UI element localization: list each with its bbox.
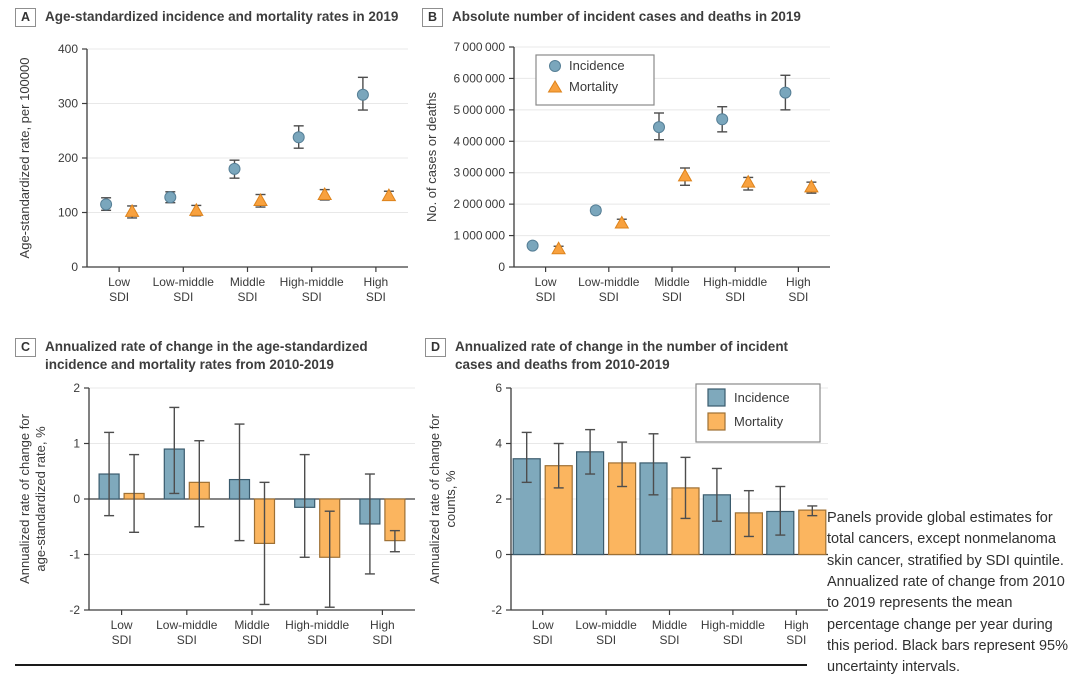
svg-text:SDI: SDI — [242, 633, 262, 647]
svg-text:100: 100 — [58, 206, 78, 220]
panel-c: C Annualized rate of change in the age-s… — [15, 338, 425, 662]
svg-text:counts, %: counts, % — [443, 470, 458, 528]
panel-b-label: B — [422, 8, 444, 27]
panel-b-title: Absolute number of incident cases and de… — [452, 9, 801, 24]
panel-d: D Annualized rate of change in the numbe… — [425, 338, 840, 662]
svg-text:SDI: SDI — [112, 633, 132, 647]
svg-text:High-middle: High-middle — [701, 618, 765, 632]
panel-d-title: Annualized rate of change in the number … — [455, 339, 789, 372]
svg-text:Low-middle: Low-middle — [156, 618, 218, 632]
svg-text:Mortality: Mortality — [734, 414, 784, 429]
svg-text:Annualized rate of change for: Annualized rate of change for — [427, 413, 442, 584]
panel-d-header: D Annualized rate of change in the numbe… — [425, 338, 840, 374]
svg-text:Low: Low — [535, 275, 557, 289]
panel-a: A Age-standardized incidence and mortali… — [15, 8, 420, 315]
panel-d-label: D — [425, 338, 447, 357]
svg-text:4 000 000: 4 000 000 — [453, 134, 505, 148]
svg-text:6: 6 — [495, 381, 502, 395]
svg-text:3 000 000: 3 000 000 — [453, 166, 505, 180]
svg-text:7 000 000: 7 000 000 — [453, 40, 505, 54]
svg-text:400: 400 — [58, 42, 78, 56]
svg-text:1 000 000: 1 000 000 — [453, 229, 505, 243]
svg-text:0: 0 — [71, 260, 78, 274]
panel-b: B Absolute number of incident cases and … — [422, 8, 840, 315]
panel-b-header: B Absolute number of incident cases and … — [422, 8, 840, 27]
svg-text:SDI: SDI — [302, 290, 322, 304]
svg-text:High-middle: High-middle — [703, 275, 767, 289]
svg-text:SDI: SDI — [372, 633, 392, 647]
panel-c-chart: -2-1012LowSDILow-middleSDIMiddleSDIHigh-… — [17, 381, 415, 647]
svg-text:Age-standardized rate, per 100: Age-standardized rate, per 100000 — [17, 58, 32, 259]
svg-text:Low-middle: Low-middle — [578, 275, 640, 289]
svg-text:Incidence: Incidence — [569, 58, 625, 73]
svg-text:SDI: SDI — [659, 633, 679, 647]
svg-text:6 000 000: 6 000 000 — [453, 71, 505, 85]
svg-text:SDI: SDI — [596, 633, 616, 647]
svg-text:age-standardized rate, %: age-standardized rate, % — [33, 426, 48, 572]
panel-a-label: A — [15, 8, 37, 27]
svg-text:1: 1 — [73, 436, 80, 450]
bottom-rule — [15, 664, 807, 666]
svg-text:High: High — [786, 275, 811, 289]
svg-text:Low-middle: Low-middle — [575, 618, 637, 632]
svg-text:300: 300 — [58, 97, 78, 111]
panel-a-title: Age-standardized incidence and mortality… — [45, 9, 399, 24]
svg-text:SDI: SDI — [109, 290, 129, 304]
svg-text:0: 0 — [73, 492, 80, 506]
panel-c-header: C Annualized rate of change in the age-s… — [15, 338, 425, 374]
svg-text:200: 200 — [58, 151, 78, 165]
svg-text:Middle: Middle — [654, 275, 690, 289]
svg-text:4: 4 — [495, 436, 502, 450]
svg-text:High-middle: High-middle — [280, 275, 344, 289]
svg-text:Middle: Middle — [234, 618, 270, 632]
svg-text:2: 2 — [73, 381, 80, 395]
svg-text:SDI: SDI — [786, 633, 806, 647]
svg-text:SDI: SDI — [662, 290, 682, 304]
svg-text:SDI: SDI — [237, 290, 257, 304]
svg-text:Mortality: Mortality — [569, 79, 619, 94]
panel-c-title: Annualized rate of change in the age-sta… — [45, 339, 368, 372]
panel-c-label: C — [15, 338, 37, 357]
svg-text:SDI: SDI — [173, 290, 193, 304]
panel-a-chart: 0100200300400LowSDILow-middleSDIMiddleSD… — [17, 42, 408, 304]
panel-d-chart: -20246LowSDILow-middleSDIMiddleSDIHigh-m… — [427, 381, 828, 647]
svg-text:Middle: Middle — [230, 275, 266, 289]
svg-text:Low: Low — [111, 618, 133, 632]
svg-text:High: High — [370, 618, 395, 632]
svg-text:Incidence: Incidence — [734, 390, 790, 405]
svg-text:SDI: SDI — [536, 290, 556, 304]
svg-text:-2: -2 — [491, 603, 502, 617]
svg-text:SDI: SDI — [177, 633, 197, 647]
panel-b-chart: 0 1 000 000 2 000 000 3 000 000 4 000 000 5 0… — [424, 40, 830, 304]
svg-text:SDI: SDI — [788, 290, 808, 304]
svg-text:Low: Low — [108, 275, 130, 289]
svg-text:-1: -1 — [69, 547, 80, 561]
svg-text:SDI: SDI — [599, 290, 619, 304]
svg-text:5 000 000: 5 000 000 — [453, 103, 505, 117]
svg-text:High-middle: High-middle — [285, 618, 349, 632]
svg-text:-2: -2 — [69, 603, 80, 617]
svg-text:Middle: Middle — [652, 618, 688, 632]
svg-text:Annualized rate of change for: Annualized rate of change for — [17, 413, 32, 584]
svg-text:SDI: SDI — [725, 290, 745, 304]
svg-text:SDI: SDI — [533, 633, 553, 647]
svg-text:Low-middle: Low-middle — [153, 275, 215, 289]
svg-text:0: 0 — [495, 547, 502, 561]
svg-text:No. of cases or deaths: No. of cases or deaths — [424, 91, 439, 222]
svg-text:SDI: SDI — [723, 633, 743, 647]
svg-text:High: High — [364, 275, 389, 289]
svg-text:0: 0 — [498, 260, 505, 274]
figure-caption: Panels provide global estimates for tota… — [827, 510, 1068, 676]
svg-text:High: High — [784, 618, 809, 632]
svg-text:Low: Low — [532, 618, 554, 632]
panel-a-header: A Age-standardized incidence and mortali… — [15, 8, 420, 27]
svg-text:SDI: SDI — [307, 633, 327, 647]
svg-text:2: 2 — [495, 492, 502, 506]
svg-text:SDI: SDI — [366, 290, 386, 304]
svg-text:2 000 000: 2 000 000 — [453, 197, 505, 211]
